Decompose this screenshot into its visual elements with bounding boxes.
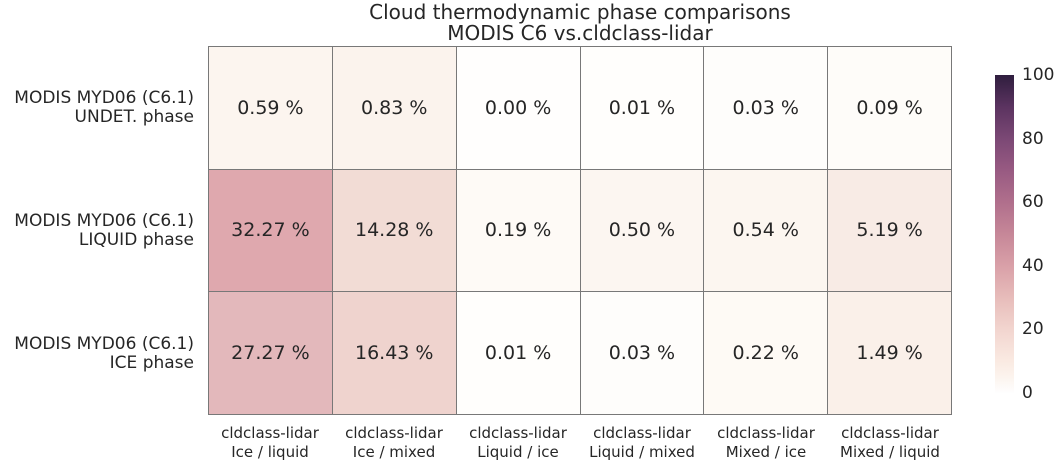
heatmap-cell: 1.49 % xyxy=(828,292,951,414)
col-label-4: cldclass-lidar Mixed / ice xyxy=(717,424,815,461)
y-axis-labels: MODIS MYD06 (C6.1) UNDET. phase MODIS MYD0… xyxy=(0,46,200,415)
heatmap-cell: 0.19 % xyxy=(456,169,580,292)
heatmap-cell: 0.50 % xyxy=(580,169,704,292)
heatmap-cell: 0.09 % xyxy=(828,47,951,169)
heatmap-cell: 0.83 % xyxy=(332,47,456,169)
heatmap-cell: 0.03 % xyxy=(580,292,704,414)
heatmap-cell: 0.03 % xyxy=(704,47,828,169)
heatmap-cell: 0.54 % xyxy=(704,169,828,292)
chart-title: Cloud thermodynamic phase comparisons MO… xyxy=(208,2,952,44)
heatmap-cell: 0.00 % xyxy=(456,47,580,169)
chart-title-line2: MODIS C6 vs.cldclass-lidar xyxy=(447,21,713,45)
colorbar-tick-100: 100 xyxy=(1022,65,1055,85)
colorbar-tick-60: 60 xyxy=(1022,192,1044,213)
colorbar-tick-0: 0 xyxy=(1022,383,1033,403)
row-label-0: MODIS MYD06 (C6.1) UNDET. phase xyxy=(14,87,194,127)
heatmap-grid: 0.59 % 0.83 % 0.00 % 0.01 % 0.03 % 0.09 % 32.2… xyxy=(208,46,952,415)
heatmap-cell: 27.27 % xyxy=(209,292,332,414)
col-label-5: cldclass-lidar Mixed / liquid xyxy=(840,424,940,461)
heatmap-cell: 0.59 % xyxy=(209,47,332,169)
x-axis-labels: cldclass-lidar Ice / liquid cldclass-lidar… xyxy=(208,424,952,462)
heatmap-cell: 0.01 % xyxy=(580,47,704,169)
col-label-3: cldclass-lidar Liquid / mixed xyxy=(589,424,695,461)
col-label-1: cldclass-lidar Ice / mixed xyxy=(345,424,443,461)
col-label-2: cldclass-lidar Liquid / ice xyxy=(469,424,567,461)
heatmap-cell: 16.43 % xyxy=(332,292,456,414)
heatmap-cell: 14.28 % xyxy=(332,169,456,292)
col-label-0: cldclass-lidar Ice / liquid xyxy=(221,424,319,461)
chart-title-line1: Cloud thermodynamic phase comparisons xyxy=(369,0,791,24)
heatmap-cell: 0.22 % xyxy=(704,292,828,414)
row-label-1: MODIS MYD06 (C6.1) LIQUID phase xyxy=(14,210,194,250)
heatmap-cell: 32.27 % xyxy=(209,169,332,292)
colorbar-tick-40: 40 xyxy=(1022,255,1044,276)
colorbar-ticks: 0 20 40 60 80 100 xyxy=(1022,65,1055,403)
row-label-2: MODIS MYD06 (C6.1) ICE phase xyxy=(14,333,194,373)
heatmap-cell: 0.01 % xyxy=(456,292,580,414)
colorbar-tick-80: 80 xyxy=(1022,128,1044,149)
colorbar-gradient xyxy=(995,75,1014,393)
heatmap-cell: 5.19 % xyxy=(828,169,951,292)
colorbar-tick-20: 20 xyxy=(1022,319,1044,340)
